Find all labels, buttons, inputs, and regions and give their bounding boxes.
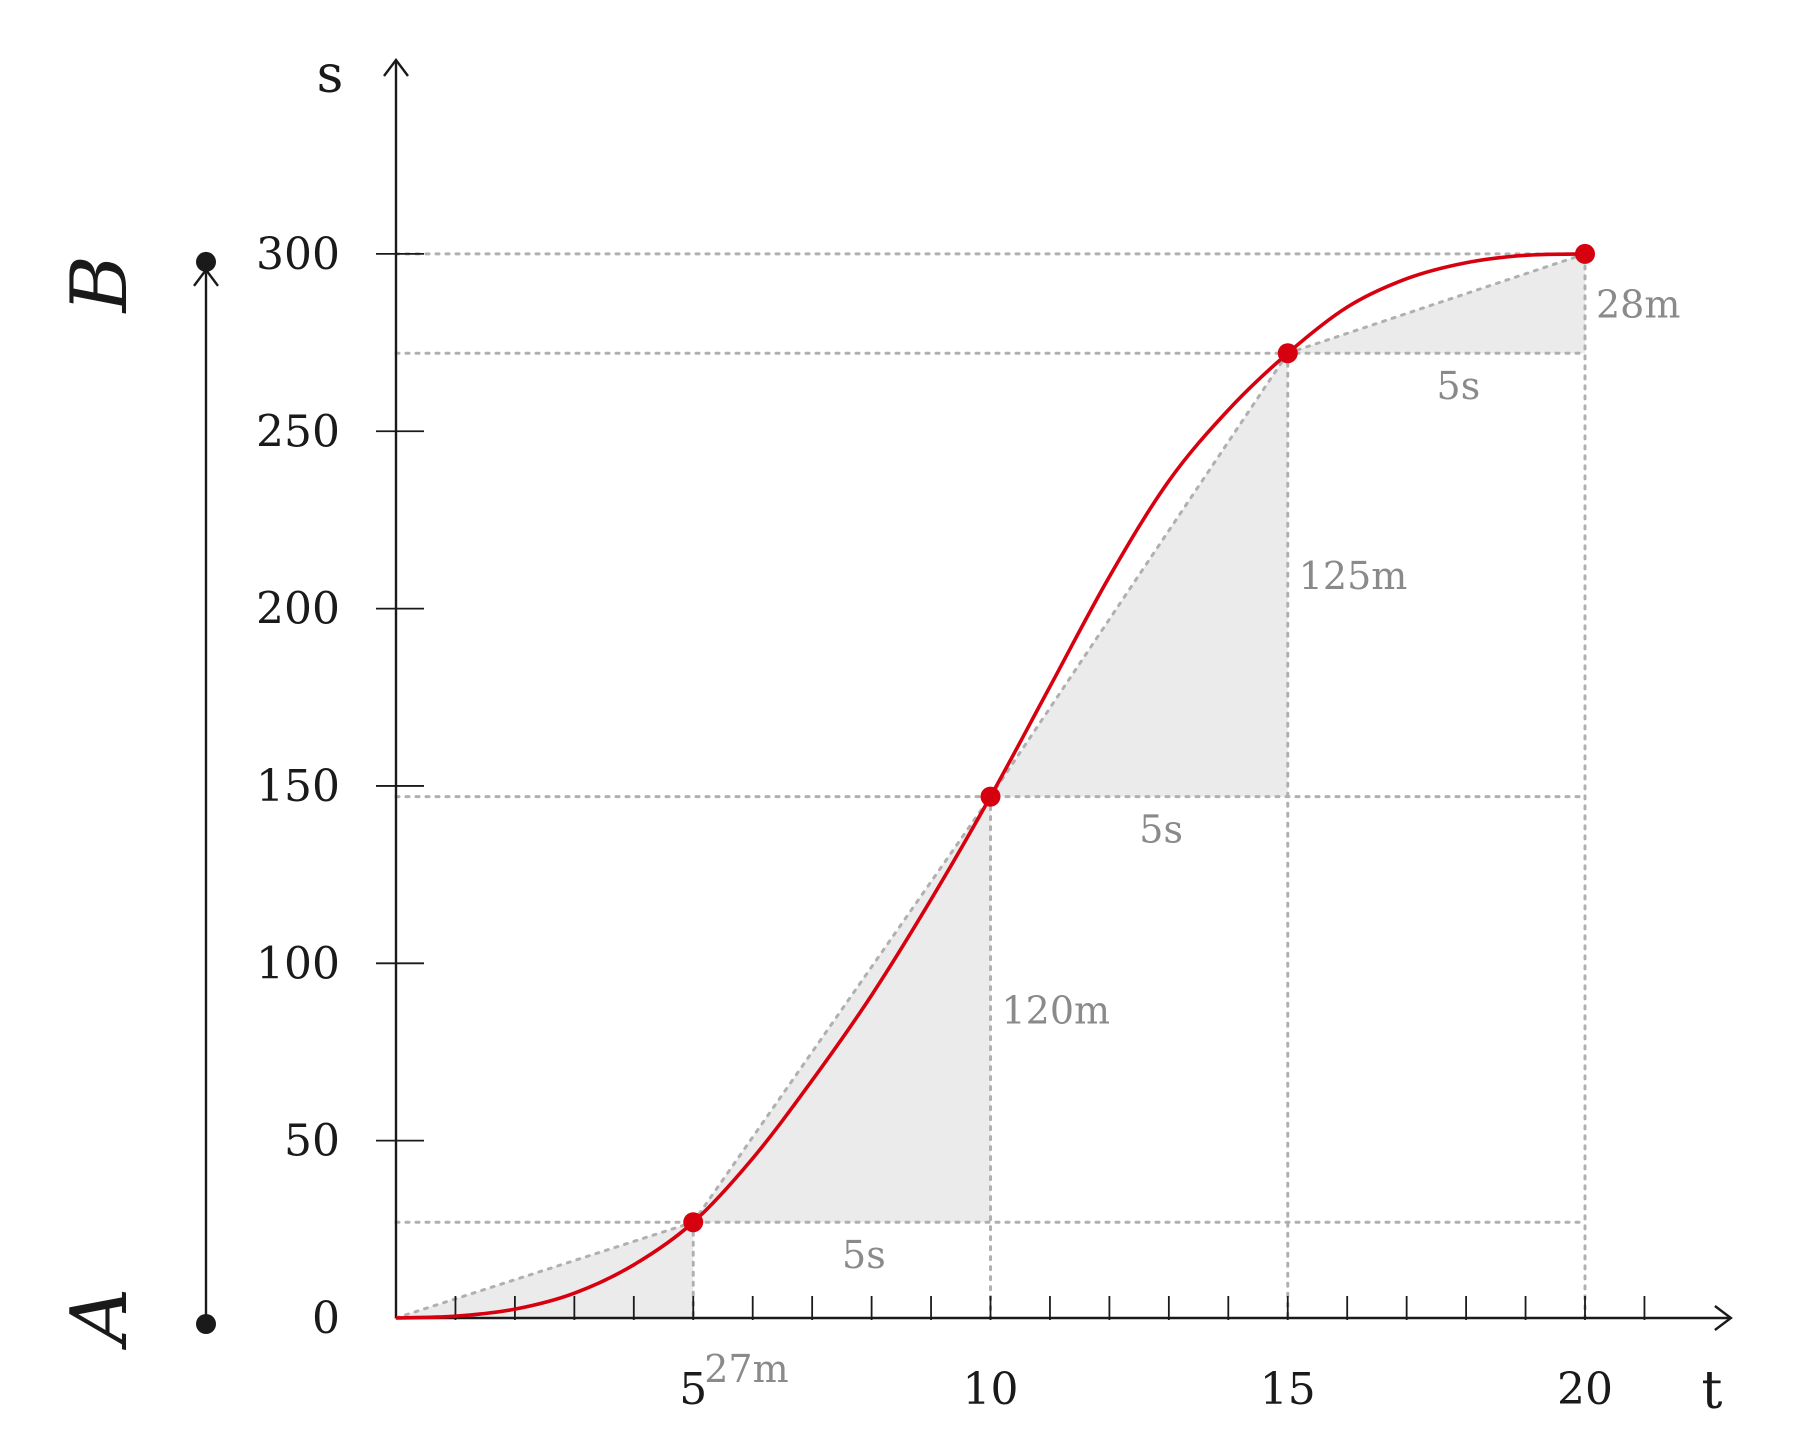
distance-label-3: 125m: [1299, 554, 1408, 598]
distance-label-2: 120m: [1002, 988, 1111, 1032]
y-axis-arrowhead: [383, 58, 409, 77]
axes: [376, 58, 1733, 1331]
y-tick-label: 100: [256, 938, 340, 989]
x-tick-label: 20: [1557, 1364, 1613, 1415]
y-tick-label: 50: [284, 1116, 340, 1167]
point-a-label: A: [55, 1288, 145, 1350]
point-a-marker: [196, 1314, 216, 1334]
a-to-b-arrow: AB: [55, 251, 219, 1350]
y-tick-label: 300: [256, 229, 340, 280]
y-tick-label: 0: [312, 1293, 340, 1344]
shade-triangle-4: [1287, 253, 1585, 354]
point-b-label: B: [55, 255, 145, 314]
distance-label-4: 28m: [1596, 283, 1680, 327]
secant-line-4: [1286, 252, 1587, 355]
point-b-marker: [196, 251, 216, 272]
x-axis-title: t: [1701, 1361, 1722, 1421]
data-point-4: [1575, 243, 1595, 264]
x-tick-label: 5: [679, 1364, 707, 1415]
x-tick-label: 15: [1260, 1364, 1316, 1415]
data-point-2: [980, 786, 1001, 807]
secant-line-3: [989, 351, 1290, 799]
time-label-4: 5s: [1437, 364, 1481, 408]
secant-line-2: [691, 795, 992, 1224]
distance-label-1: 27m: [704, 1347, 788, 1391]
data-points: [683, 243, 1595, 1233]
y-tick-label: 150: [256, 761, 340, 812]
y-tick-label: 200: [256, 584, 340, 635]
y-tick-label: 250: [256, 406, 340, 457]
labels: 5 10 15 20050100150200250300st27m120m5s125m…: [256, 45, 1722, 1421]
y-axis-title: s: [317, 45, 344, 105]
x-axis-arrowhead: [1714, 1305, 1733, 1331]
secant-line-1: [394, 1220, 695, 1320]
x-tick-label: 10: [963, 1364, 1019, 1415]
time-label-2: 5s: [842, 1233, 886, 1277]
dotted-guide-lines: [394, 252, 1587, 1320]
data-point-1: [683, 1212, 704, 1233]
time-label-3: 5s: [1139, 808, 1183, 852]
data-point-3: [1277, 343, 1298, 364]
